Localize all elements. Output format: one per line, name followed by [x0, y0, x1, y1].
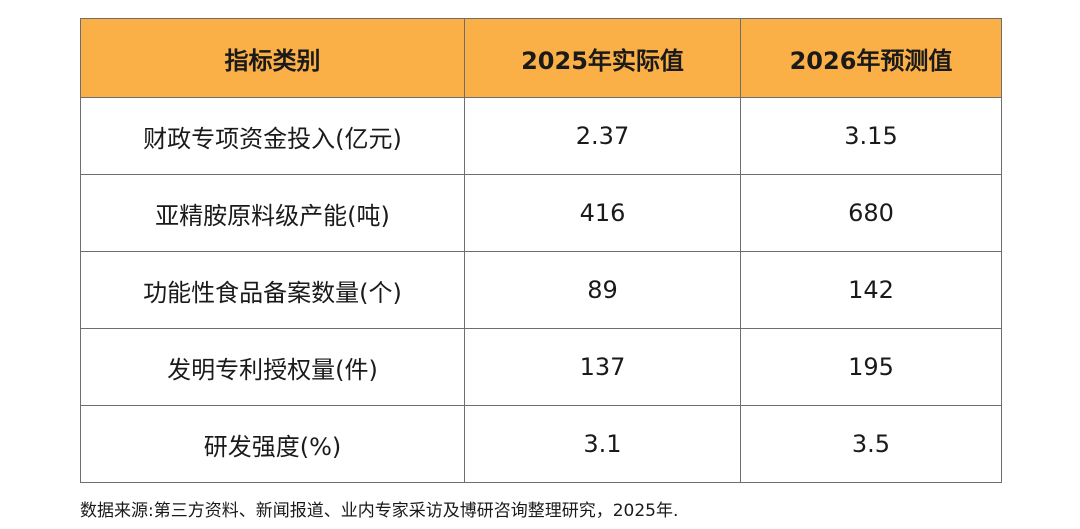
row-label: 发明专利授权量(件) — [80, 328, 465, 406]
table-row: 功能性食品备案数量(个) 89 142 — [80, 251, 1002, 329]
row-label: 亚精胺原料级产能(吨) — [80, 174, 465, 252]
cell-2026-value: 3.5 — [740, 405, 1002, 483]
row-label: 研发强度(%) — [80, 405, 465, 483]
data-table: 指标类别 2025年实际值 2026年预测值 财政专项资金投入(亿元) 2.37… — [80, 18, 1002, 483]
cell-2025-value: 3.1 — [464, 405, 741, 483]
data-table-container: 指标类别 2025年实际值 2026年预测值 财政专项资金投入(亿元) 2.37… — [80, 18, 1002, 483]
cell-2025-value: 137 — [464, 328, 741, 406]
header-indicator-category: 指标类别 — [80, 18, 465, 98]
cell-2026-value: 142 — [740, 251, 1002, 329]
source-note: 数据来源:第三方资料、新闻报道、业内专家采访及博研咨询整理研究，2025年. — [80, 501, 679, 521]
table-row: 财政专项资金投入(亿元) 2.37 3.15 — [80, 97, 1002, 175]
table-row: 研发强度(%) 3.1 3.5 — [80, 405, 1002, 483]
header-2026-forecast: 2026年预测值 — [740, 18, 1002, 98]
cell-2025-value: 416 — [464, 174, 741, 252]
cell-2025-value: 89 — [464, 251, 741, 329]
table-row: 亚精胺原料级产能(吨) 416 680 — [80, 174, 1002, 252]
header-2025-actual: 2025年实际值 — [464, 18, 741, 98]
cell-2025-value: 2.37 — [464, 97, 741, 175]
row-label: 财政专项资金投入(亿元) — [80, 97, 465, 175]
cell-2026-value: 680 — [740, 174, 1002, 252]
cell-2026-value: 3.15 — [740, 97, 1002, 175]
table-header-row: 指标类别 2025年实际值 2026年预测值 — [80, 18, 1002, 98]
table-row: 发明专利授权量(件) 137 195 — [80, 328, 1002, 406]
cell-2026-value: 195 — [740, 328, 1002, 406]
row-label: 功能性食品备案数量(个) — [80, 251, 465, 329]
